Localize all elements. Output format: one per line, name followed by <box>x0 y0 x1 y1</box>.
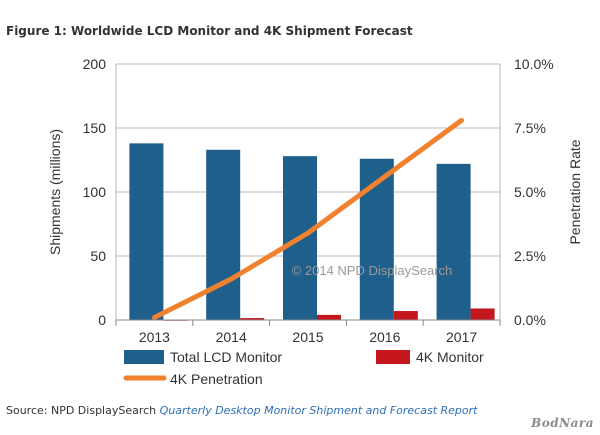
penetration-line <box>151 117 465 320</box>
legend-label-total-lcd: Total LCD Monitor <box>170 349 282 365</box>
legend-swatch-4k-monitor <box>376 350 410 364</box>
x-tick-label: 2015 <box>292 329 323 345</box>
y-tick-label: 100 <box>83 184 107 200</box>
penetration-line-group <box>151 117 465 320</box>
axes: 0 50 100 150 200 0.0% 2.5% 5.0% 7.5% 10.0% 2013 201… <box>47 56 583 345</box>
x-tick-label: 2013 <box>139 329 170 345</box>
y-axis-label: Shipments (millions) <box>47 129 63 255</box>
figure-title: Figure 1: Worldwide LCD Monitor and 4K S… <box>6 24 413 38</box>
y2-tick-label: 2.5% <box>514 248 546 264</box>
y2-tick-label: 5.0% <box>514 184 546 200</box>
source-note: Source: NPD DisplaySearch Quarterly Desk… <box>6 404 477 417</box>
x-tick-label: 2016 <box>369 329 400 345</box>
total-lcd-bar <box>129 143 164 320</box>
total-lcd-bar <box>206 149 241 320</box>
x-tick-label: 2017 <box>446 329 477 345</box>
source-prefix: Source: NPD DisplaySearch <box>6 404 160 417</box>
k4-monitor-bar <box>393 311 418 320</box>
copyright-watermark: © 2014 NPD DisplaySearch <box>292 263 453 278</box>
bars <box>129 143 495 321</box>
y2-axis-label: Penetration Rate <box>567 139 583 244</box>
legend: Total LCD Monitor 4K Monitor 4K Penetratio… <box>123 349 484 387</box>
x-tick-label: 2014 <box>216 329 247 345</box>
legend-label-4k-monitor: 4K Monitor <box>416 349 484 365</box>
brand-watermark: BodNara <box>531 416 594 430</box>
k4-monitor-bar <box>470 308 495 320</box>
total-lcd-bar <box>436 163 471 320</box>
y-tick-label: 200 <box>83 56 107 72</box>
k4-monitor-bar <box>317 314 341 320</box>
y2-tick-label: 0.0% <box>514 312 546 328</box>
lcd-shipment-chart: © 2014 NPD DisplaySearch 0 50 100 150 200 0.0… <box>47 56 583 387</box>
y-tick-label: 50 <box>90 248 106 264</box>
y-tick-label: 0 <box>98 312 106 328</box>
legend-label-4k-penetration: 4K Penetration <box>170 371 263 387</box>
k4-monitor-bar <box>240 318 265 320</box>
legend-swatch-total-lcd <box>124 350 164 364</box>
source-report-title: Quarterly Desktop Monitor Shipment and F… <box>159 404 478 417</box>
y-tick-label: 150 <box>83 120 107 136</box>
y2-tick-label: 10.0% <box>514 56 554 72</box>
y2-tick-label: 7.5% <box>514 120 546 136</box>
